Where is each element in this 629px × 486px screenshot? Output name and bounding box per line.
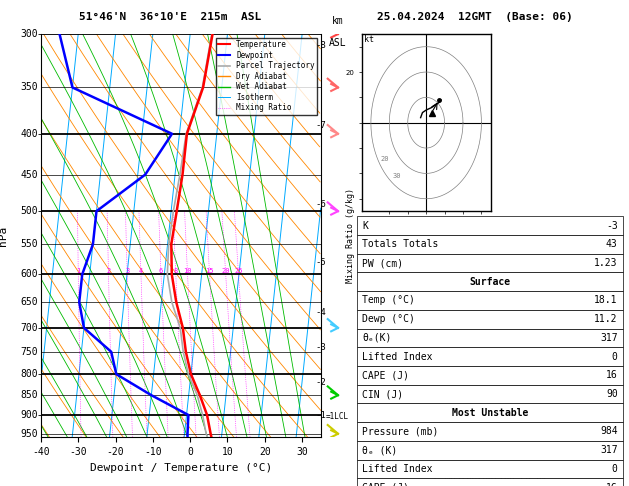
Text: 650: 650 [21,297,38,307]
Text: -8: -8 [315,41,326,50]
Text: 15: 15 [205,268,214,275]
Text: 0: 0 [612,464,618,474]
Text: θₑ(K): θₑ(K) [362,333,392,343]
Text: K: K [362,221,368,231]
Text: CIN (J): CIN (J) [362,389,403,399]
Text: 800: 800 [21,369,38,379]
Text: Totals Totals: Totals Totals [362,239,438,249]
Text: 20: 20 [221,268,230,275]
Text: 25: 25 [234,268,243,275]
Text: 1.23: 1.23 [594,258,618,268]
Text: Most Unstable: Most Unstable [452,408,528,418]
Text: CAPE (J): CAPE (J) [362,370,409,381]
Text: 11.2: 11.2 [594,314,618,324]
Text: 600: 600 [21,269,38,279]
Text: Surface: Surface [469,277,511,287]
Text: © weatheronline.co.uk: © weatheronline.co.uk [434,474,547,484]
Text: 900: 900 [21,410,38,420]
Text: -1: -1 [315,411,326,419]
Text: 500: 500 [21,206,38,216]
Text: 1: 1 [76,268,81,275]
Text: 2: 2 [106,268,111,275]
Text: 850: 850 [21,390,38,400]
Text: 350: 350 [21,83,38,92]
Text: θₑ (K): θₑ (K) [362,445,398,455]
Y-axis label: hPa: hPa [0,226,8,246]
Text: Dewp (°C): Dewp (°C) [362,314,415,324]
Text: 550: 550 [21,239,38,249]
Text: 317: 317 [600,445,618,455]
Text: 950: 950 [21,429,38,439]
Text: -3: -3 [606,221,618,231]
Text: 750: 750 [21,347,38,357]
Text: 10: 10 [183,268,192,275]
Text: 317: 317 [600,333,618,343]
Text: 90: 90 [606,389,618,399]
Text: -3: -3 [315,343,326,352]
Text: 700: 700 [21,323,38,333]
Text: CAPE (J): CAPE (J) [362,483,409,486]
Text: 16: 16 [606,483,618,486]
Text: Lifted Index: Lifted Index [362,351,433,362]
Text: -6: -6 [315,200,326,208]
Text: -2: -2 [315,378,326,387]
Text: 30: 30 [393,174,401,179]
Text: 25.04.2024  12GMT  (Base: 06): 25.04.2024 12GMT (Base: 06) [377,12,573,22]
Text: 984: 984 [600,426,618,436]
Text: -7: -7 [315,121,326,129]
Text: 300: 300 [21,29,38,39]
Text: 450: 450 [21,170,38,180]
Text: Mixing Ratio (g/kg): Mixing Ratio (g/kg) [346,188,355,283]
Text: =1LCL: =1LCL [326,413,349,421]
Text: 400: 400 [21,129,38,139]
Text: 20: 20 [380,156,389,162]
Text: 4: 4 [139,268,143,275]
Text: 3: 3 [125,268,130,275]
Text: km: km [332,16,344,26]
Text: Pressure (mb): Pressure (mb) [362,426,438,436]
Text: 8: 8 [174,268,178,275]
Text: -5: -5 [315,258,326,267]
X-axis label: Dewpoint / Temperature (°C): Dewpoint / Temperature (°C) [90,463,272,473]
Text: 6: 6 [159,268,163,275]
Text: 16: 16 [606,370,618,381]
Text: ASL: ASL [329,38,347,48]
Text: kt: kt [364,35,374,44]
Text: 43: 43 [606,239,618,249]
Text: -4: -4 [315,308,326,317]
Text: 51°46'N  36°10'E  215m  ASL: 51°46'N 36°10'E 215m ASL [79,12,261,22]
Text: 0: 0 [612,351,618,362]
Legend: Temperature, Dewpoint, Parcel Trajectory, Dry Adiabat, Wet Adiabat, Isotherm, Mi: Temperature, Dewpoint, Parcel Trajectory… [216,38,317,115]
Text: 18.1: 18.1 [594,295,618,306]
Text: PW (cm): PW (cm) [362,258,403,268]
Text: Lifted Index: Lifted Index [362,464,433,474]
Text: Temp (°C): Temp (°C) [362,295,415,306]
